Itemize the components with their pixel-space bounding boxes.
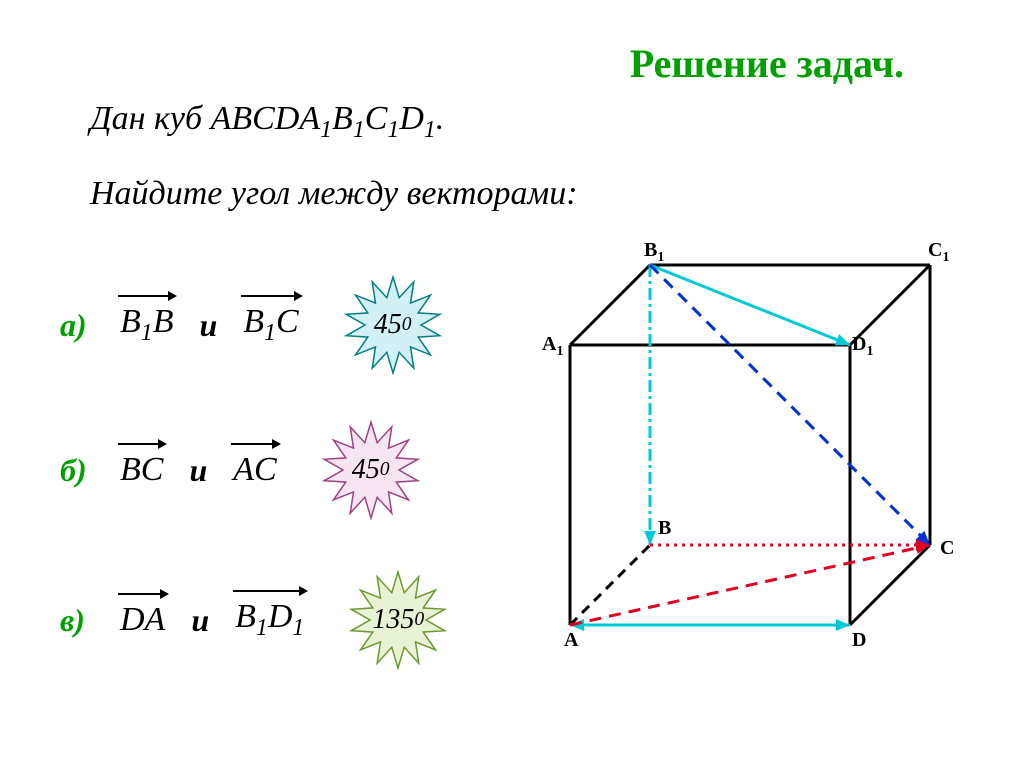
given-text: Дан куб ABCDA1B1C1D1. <box>90 100 444 144</box>
answer-starburst: 450 <box>301 420 441 520</box>
vector: BC <box>112 451 171 489</box>
row-label: а) <box>60 307 100 344</box>
answer-starburst: 1350 <box>328 570 468 670</box>
vector: AC <box>225 451 284 489</box>
find-text: Найдите угол между векторами: <box>90 175 578 213</box>
and-word: и <box>189 452 207 489</box>
and-word: и <box>199 307 217 344</box>
problem-row-c: в) DA и B1D1 1350 <box>60 570 468 670</box>
problem-row-a: а) B1B и B1C 450 <box>60 275 463 375</box>
vector: DA <box>112 601 173 639</box>
cube-diagram: B1C1A1D1BCAD <box>530 245 990 665</box>
row-label: в) <box>60 602 100 639</box>
vector: B1B <box>112 303 181 347</box>
vector: B1C <box>235 303 306 347</box>
row-label: б) <box>60 452 100 489</box>
vector: B1D1 <box>227 598 312 642</box>
and-word: и <box>191 602 209 639</box>
answer-starburst: 450 <box>323 275 463 375</box>
page-title: Решение задач. <box>630 40 904 87</box>
problem-row-b: б) BC и AC 450 <box>60 420 441 520</box>
